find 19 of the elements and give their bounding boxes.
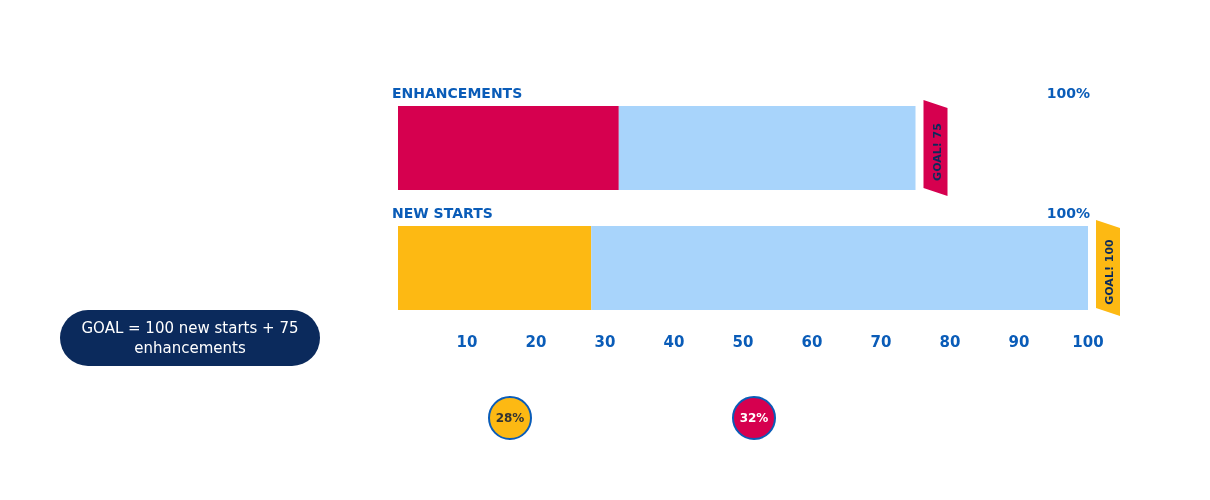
- x-tick-label: 60: [801, 332, 823, 351]
- annotation: 100%: [1046, 205, 1090, 221]
- annotation: GOAL! 100: [1103, 238, 1116, 305]
- x-tick-label: 10: [456, 332, 478, 351]
- y-tick-label: NEW STARTS: [392, 205, 493, 221]
- text: 32%: [732, 396, 776, 440]
- annotation: 100%: [1046, 85, 1090, 101]
- x-tick-label: 70: [870, 332, 892, 351]
- annotation: GOAL! 75: [930, 123, 944, 181]
- x-tick-label: 90: [1008, 332, 1030, 351]
- x-tick-label: 100: [1072, 332, 1104, 351]
- y-tick-label: ENHANCEMENTS: [392, 85, 523, 101]
- x-tick-label: 40: [663, 332, 685, 351]
- text: GOAL = 100 new starts + 75 enhancements: [60, 310, 320, 366]
- x-tick-label: 30: [594, 332, 616, 351]
- x-tick-label: 20: [525, 332, 547, 351]
- x-tick-label: 50: [732, 332, 754, 351]
- x-tick-label: 80: [939, 332, 961, 351]
- text: 28%: [488, 396, 532, 440]
